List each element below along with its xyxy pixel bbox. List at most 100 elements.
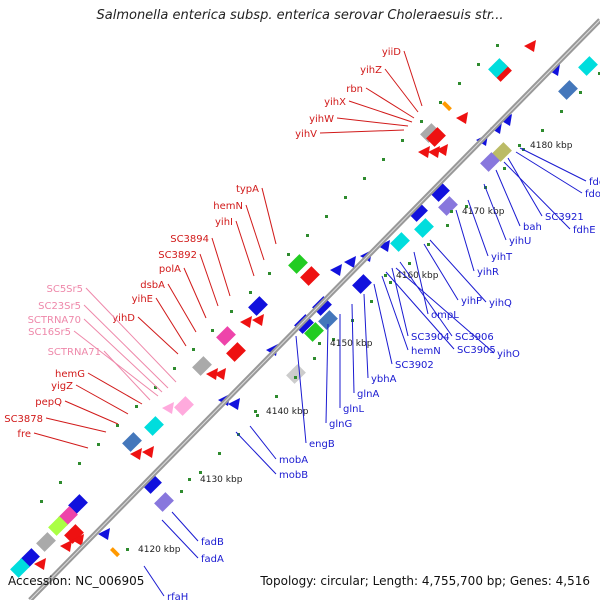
gene-leader xyxy=(87,372,143,405)
gene-feature xyxy=(288,254,308,274)
tick-mark xyxy=(408,262,411,265)
gene-feature xyxy=(378,240,390,252)
scale-tick-group: 4170 kbp xyxy=(450,207,505,217)
tick-mark xyxy=(173,367,176,370)
gene-feature xyxy=(352,274,372,294)
gene-feature xyxy=(64,524,84,544)
gene-feature xyxy=(142,446,154,458)
gene-feature xyxy=(98,528,110,540)
gene-feature xyxy=(318,310,338,330)
rna-gene-leader xyxy=(83,318,163,393)
tick-mark xyxy=(401,139,404,142)
tick-mark xyxy=(287,253,290,256)
gene-leader xyxy=(391,267,409,337)
scale-tick xyxy=(318,342,321,345)
gene-label: yihW xyxy=(309,114,334,125)
gene-label: dsbA xyxy=(140,280,165,291)
lower-labels-layer: fdoHfdoI SC3921 fdhE bah yihU yihT yihR yihQ yih… xyxy=(143,147,600,600)
gene-leader xyxy=(325,323,329,424)
gene-leader xyxy=(381,275,409,351)
scale-label: 4120 kbp xyxy=(138,545,181,555)
gene-label: glnG xyxy=(329,419,352,430)
summary-label: Topology: circular; Length: 4,755,700 bp… xyxy=(260,574,590,588)
gene-label: glnA xyxy=(357,389,379,400)
scale-label: 4130 kbp xyxy=(200,475,243,485)
gene-leader xyxy=(495,169,521,227)
gene-label: yihT xyxy=(491,252,513,263)
tick-mark xyxy=(363,177,366,180)
scale-label: 4160 kbp xyxy=(396,271,439,281)
scale-tick xyxy=(450,210,453,213)
accession-label: Accession: NC_006905 xyxy=(8,574,145,588)
tick-mark xyxy=(332,338,335,341)
tick-mark xyxy=(218,452,221,455)
tick-mark xyxy=(199,471,202,474)
gene-label: yihU xyxy=(509,236,531,247)
scale-tick-group: 4180 kbp xyxy=(518,141,573,151)
gene-leader xyxy=(363,293,369,379)
gene-label: hemN xyxy=(213,201,243,212)
scale-tick-group: 4120 kbp xyxy=(126,545,181,555)
tick-mark xyxy=(192,348,195,351)
gene-feature xyxy=(524,40,536,52)
rna-gene-label: SCTRNA71 xyxy=(48,347,101,358)
gene-label: fadA xyxy=(201,554,224,565)
gene-feature xyxy=(436,144,448,156)
gene-feature xyxy=(286,364,306,384)
tick-mark xyxy=(249,291,252,294)
tick-mark xyxy=(477,63,480,66)
gene-feature xyxy=(144,416,164,436)
scale-tick xyxy=(188,478,191,481)
gene-feature xyxy=(34,558,46,570)
gene-leader xyxy=(384,68,419,113)
scale-label: 4150 kbp xyxy=(330,339,373,349)
gene-feature xyxy=(480,152,500,172)
gene-leader xyxy=(75,384,129,415)
gene-label: yihX xyxy=(324,97,346,108)
gene-label: fadB xyxy=(201,537,224,548)
gene-leader xyxy=(515,151,583,194)
tick-mark xyxy=(389,281,392,284)
gene-label: yihD xyxy=(112,313,135,324)
gene-feature xyxy=(36,532,56,552)
gene-feature xyxy=(414,218,434,238)
gene-leader xyxy=(33,432,89,449)
rna-gene-label: SC16Sr5 xyxy=(28,327,71,338)
scale-tick-group: 4140 kbp xyxy=(254,407,309,417)
tick-mark xyxy=(59,481,62,484)
gene-leader xyxy=(155,297,187,347)
tick-mark xyxy=(268,272,271,275)
tick-mark xyxy=(40,500,43,503)
gene-leader xyxy=(235,220,255,277)
gene-leader xyxy=(249,425,277,460)
gene-label: yiiD xyxy=(382,47,401,58)
gene-feature xyxy=(214,368,226,380)
gene-label: polA xyxy=(159,264,181,275)
gene-leader xyxy=(211,237,231,297)
gene-features-layer xyxy=(10,40,598,578)
gene-feature xyxy=(206,368,218,380)
scale-tick xyxy=(384,274,387,277)
tick-mark xyxy=(256,414,259,417)
scale-label: 4180 kbp xyxy=(530,141,573,151)
tick-mark xyxy=(560,110,563,113)
gene-feature xyxy=(408,202,428,222)
gene-label: yigZ xyxy=(51,381,73,392)
scale-tick xyxy=(254,410,257,413)
gene-label: yihI xyxy=(215,217,233,228)
gene-feature xyxy=(240,316,252,328)
tick-mark xyxy=(439,101,442,104)
gene-label: fdoH xyxy=(589,177,600,188)
tick-mark xyxy=(325,215,328,218)
gene-leader xyxy=(403,50,423,107)
gene-leader xyxy=(429,239,487,303)
gene-label: engB xyxy=(309,439,335,450)
gene-label: hemN xyxy=(411,346,441,357)
gene-feature xyxy=(72,534,84,546)
tick-mark xyxy=(344,196,347,199)
gene-label: fre xyxy=(17,429,31,440)
tick-mark xyxy=(97,443,100,446)
tick-mark xyxy=(458,82,461,85)
